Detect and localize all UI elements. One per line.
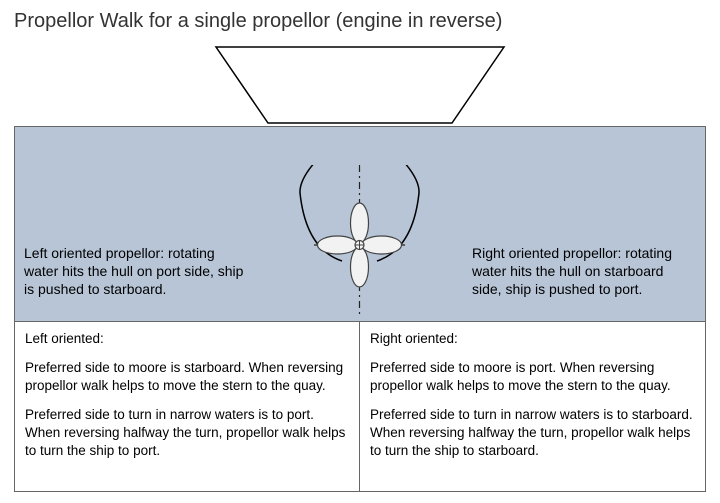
left-para1: Preferred side to moore is starboard. Wh… xyxy=(25,359,347,395)
left-caption: Left oriented propellor: rotating water … xyxy=(24,244,244,299)
right-para1: Preferred side to moore is port. When re… xyxy=(370,359,693,395)
hull-outline xyxy=(211,44,509,126)
left-heading: Left oriented: xyxy=(25,330,347,348)
right-heading: Right oriented: xyxy=(370,330,693,348)
info-table: Left oriented: Preferred side to moore i… xyxy=(14,322,706,492)
right-oriented-cell: Right oriented: Preferred side to moore … xyxy=(360,322,705,491)
diagram-title: Propellor Walk for a single propellor (e… xyxy=(14,10,502,33)
right-para2: Preferred side to turn in narrow waters … xyxy=(370,406,693,460)
left-para2: Preferred side to turn in narrow waters … xyxy=(25,406,347,460)
left-oriented-cell: Left oriented: Preferred side to moore i… xyxy=(15,322,360,491)
right-caption: Right oriented propellor: rotating water… xyxy=(472,244,692,299)
